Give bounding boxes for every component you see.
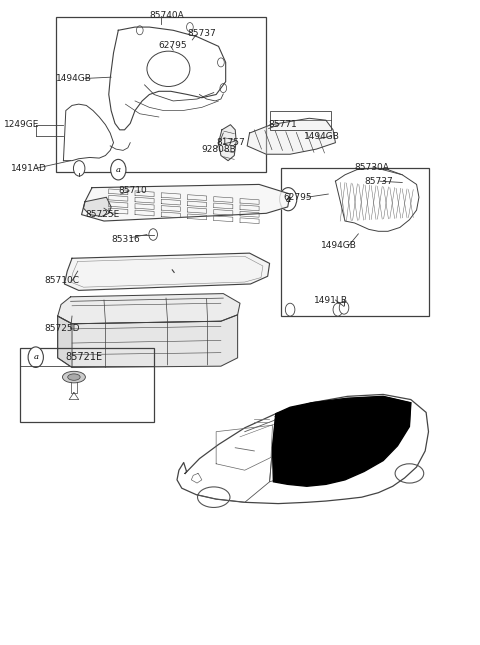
Circle shape — [111, 159, 126, 180]
Polygon shape — [82, 184, 290, 221]
Bar — [56, 17, 266, 172]
Polygon shape — [247, 118, 336, 154]
Text: 85316: 85316 — [111, 235, 140, 244]
Text: 81757: 81757 — [216, 138, 245, 147]
Text: 85725E: 85725E — [85, 210, 119, 219]
Text: 1494GB: 1494GB — [304, 132, 340, 141]
Polygon shape — [218, 124, 236, 161]
Circle shape — [333, 303, 343, 316]
Circle shape — [136, 26, 143, 35]
Text: 85771: 85771 — [269, 120, 298, 129]
Polygon shape — [84, 197, 111, 217]
Text: 85710: 85710 — [118, 186, 147, 195]
Text: 85730A: 85730A — [355, 163, 389, 172]
Polygon shape — [58, 316, 72, 368]
Text: 1494GB: 1494GB — [321, 241, 357, 250]
Text: a: a — [33, 353, 38, 361]
Text: 85740A: 85740A — [149, 11, 184, 20]
Text: 1491AD: 1491AD — [11, 164, 47, 173]
Text: 1494GB: 1494GB — [56, 74, 92, 83]
Text: 1491LB: 1491LB — [314, 295, 348, 304]
Polygon shape — [64, 253, 270, 290]
Polygon shape — [58, 293, 240, 324]
Text: 62795: 62795 — [283, 193, 312, 202]
Bar — [281, 168, 429, 316]
Text: 85737: 85737 — [364, 177, 393, 186]
Bar — [21, 348, 154, 422]
Circle shape — [220, 84, 227, 93]
Text: a: a — [116, 166, 121, 174]
Text: 1249GE: 1249GE — [4, 120, 39, 129]
Circle shape — [187, 23, 193, 32]
Circle shape — [73, 161, 85, 176]
Text: 92808B: 92808B — [202, 144, 237, 154]
Circle shape — [149, 229, 157, 241]
Circle shape — [280, 188, 297, 211]
Text: 85721E: 85721E — [66, 352, 103, 362]
Ellipse shape — [62, 372, 85, 383]
Ellipse shape — [68, 374, 80, 381]
Bar — [270, 110, 331, 130]
Circle shape — [339, 301, 349, 314]
Circle shape — [217, 58, 224, 67]
Text: a: a — [286, 195, 291, 204]
Circle shape — [28, 347, 43, 368]
Polygon shape — [273, 397, 411, 486]
Text: 85725D: 85725D — [44, 324, 80, 333]
Text: 62795: 62795 — [159, 41, 188, 50]
Polygon shape — [58, 315, 238, 368]
Text: 85737: 85737 — [188, 29, 216, 38]
Text: 85710C: 85710C — [44, 276, 79, 285]
Circle shape — [285, 303, 295, 316]
